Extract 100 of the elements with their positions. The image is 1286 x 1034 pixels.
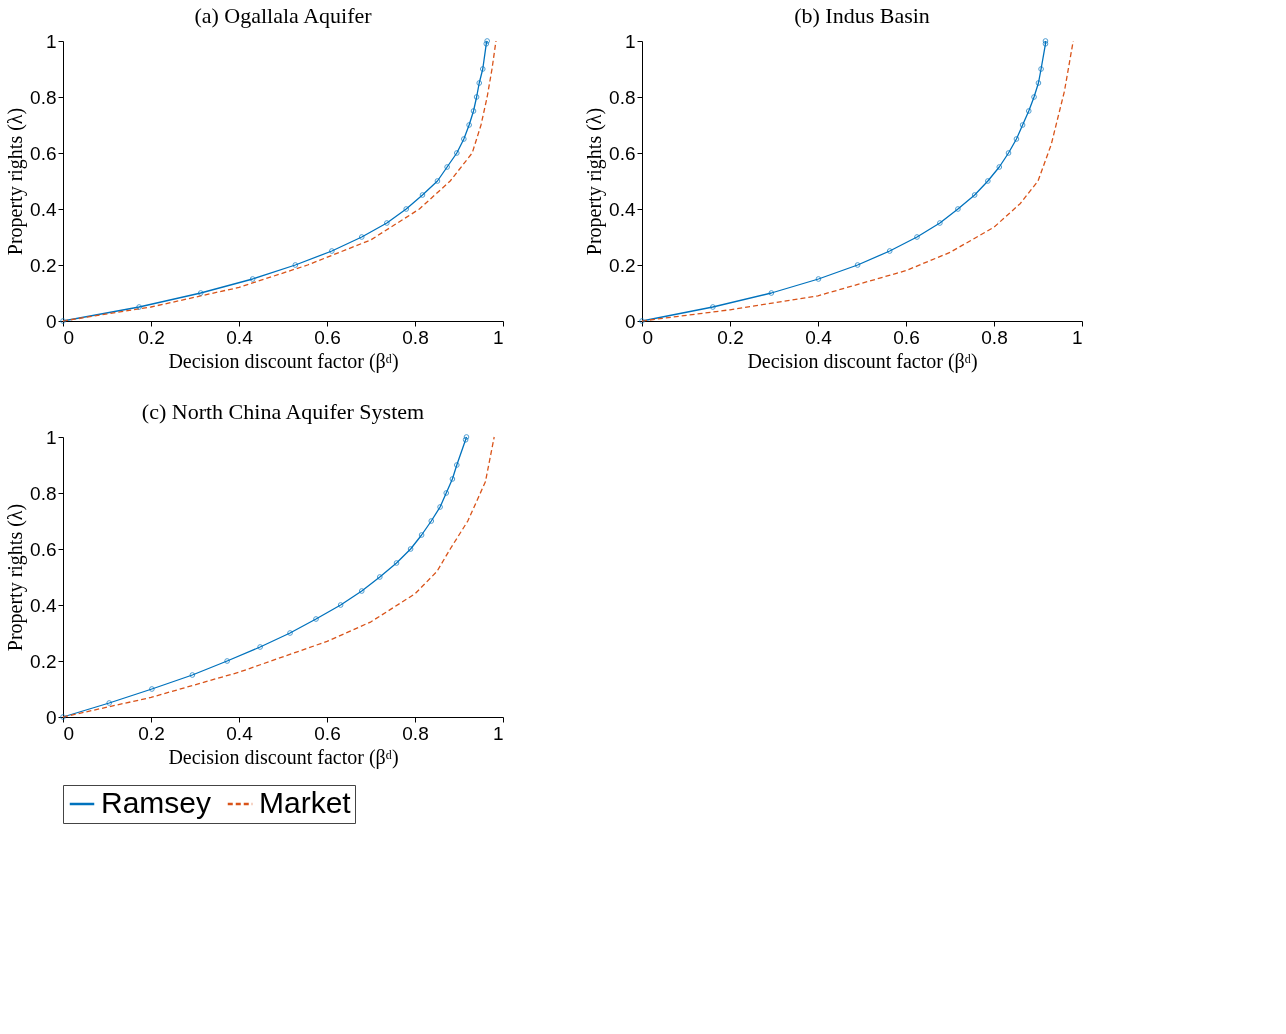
y-tick-label: 0.8 xyxy=(30,482,57,504)
point xyxy=(466,122,472,128)
point xyxy=(444,164,450,170)
point xyxy=(996,164,1003,170)
y-tick-label: 0 xyxy=(624,310,636,332)
y-tick-label: 0 xyxy=(45,706,57,728)
y-tick-label: 0.2 xyxy=(30,650,57,672)
x-tick-label: 0 xyxy=(642,326,654,348)
point xyxy=(224,658,230,664)
point xyxy=(287,630,293,636)
point xyxy=(479,66,486,72)
y-tick-label: 0.8 xyxy=(30,86,57,108)
x-tick-label: 1 xyxy=(492,722,504,744)
x-tick-label: 0 xyxy=(63,722,75,744)
legend-label: Market xyxy=(259,786,352,819)
point xyxy=(419,192,426,198)
point xyxy=(971,192,978,198)
point xyxy=(914,234,920,240)
y-tick-label: 1 xyxy=(624,30,636,52)
x-tick-label: 0 xyxy=(63,326,75,348)
x-tick-label: 0.6 xyxy=(893,326,920,348)
point xyxy=(1005,150,1012,156)
x-tick-label: 0.6 xyxy=(314,326,341,348)
x-axis-title: Decision discount factor (βᵈ) xyxy=(168,745,399,769)
point xyxy=(149,686,155,692)
point xyxy=(106,700,113,706)
x-tick-label: 0.8 xyxy=(402,326,429,348)
y-tick-label: 0.8 xyxy=(609,86,636,108)
point xyxy=(476,80,483,86)
point xyxy=(189,672,196,678)
point xyxy=(815,276,822,282)
x-tick-label: 0.4 xyxy=(226,722,254,744)
point xyxy=(403,206,410,212)
point xyxy=(1035,80,1042,86)
x-tick-label: 0.8 xyxy=(402,722,429,744)
y-tick-label: 0.2 xyxy=(30,254,57,276)
y-tick-label: 0.4 xyxy=(30,198,57,220)
point xyxy=(453,150,460,156)
point xyxy=(937,220,943,226)
point xyxy=(460,136,467,142)
y-tick-label: 0.4 xyxy=(30,594,57,616)
y-axis-title: Property rights (λ) xyxy=(4,107,28,256)
x-axis-title: Decision discount factor (βᵈ) xyxy=(747,349,978,373)
point xyxy=(854,262,861,268)
point xyxy=(449,476,456,482)
point xyxy=(313,616,319,622)
point xyxy=(453,462,460,468)
point xyxy=(1031,94,1037,100)
x-tick-label: 0.2 xyxy=(138,722,165,744)
y-tick-label: 0.6 xyxy=(30,538,57,560)
point xyxy=(955,206,961,212)
point xyxy=(257,644,263,650)
x-axis-title: Decision discount factor (βᵈ) xyxy=(168,349,399,373)
point xyxy=(136,304,142,310)
point xyxy=(358,588,365,594)
point xyxy=(470,108,477,114)
point xyxy=(443,490,450,496)
y-tick-label: 0.4 xyxy=(609,198,636,220)
point xyxy=(249,276,256,282)
point xyxy=(1025,108,1032,114)
y-tick-label: 0.2 xyxy=(609,254,636,276)
point xyxy=(709,304,716,310)
legend-label: Ramsey xyxy=(101,786,212,819)
x-tick-label: 0.4 xyxy=(805,326,833,348)
point xyxy=(337,602,344,608)
x-tick-label: 0.4 xyxy=(226,326,254,348)
x-tick-label: 0.2 xyxy=(717,326,744,348)
x-tick-label: 1 xyxy=(492,326,504,348)
point xyxy=(473,94,480,100)
point xyxy=(407,546,414,552)
point xyxy=(328,248,335,254)
point xyxy=(1019,122,1026,128)
point xyxy=(393,560,400,566)
point xyxy=(197,290,204,296)
point xyxy=(1013,136,1020,142)
chart-title: (b) Indus Basin xyxy=(794,3,930,28)
y-tick-label: 0.6 xyxy=(30,142,57,164)
point xyxy=(437,504,443,510)
chart-title: (c) North China Aquifer System xyxy=(141,399,425,424)
point xyxy=(428,518,435,524)
point xyxy=(418,532,425,538)
y-tick-label: 0 xyxy=(45,310,57,332)
point xyxy=(376,574,383,580)
point xyxy=(358,234,365,240)
x-tick-label: 0.2 xyxy=(138,326,165,348)
x-tick-label: 0.6 xyxy=(314,722,341,744)
point xyxy=(886,248,893,254)
point xyxy=(1038,66,1044,72)
point xyxy=(434,178,441,184)
y-tick-label: 1 xyxy=(45,426,57,448)
point xyxy=(292,262,299,268)
chart-title: (a) Ogallala Aquifer xyxy=(194,3,373,28)
y-axis-title: Property rights (λ) xyxy=(583,107,607,256)
x-tick-label: 1 xyxy=(1071,326,1083,348)
x-tick-label: 0.8 xyxy=(981,326,1008,348)
y-axis-title: Property rights (λ) xyxy=(4,503,28,652)
y-tick-label: 0.6 xyxy=(609,142,636,164)
point xyxy=(984,178,991,184)
y-tick-label: 1 xyxy=(45,30,57,52)
point xyxy=(768,290,775,296)
